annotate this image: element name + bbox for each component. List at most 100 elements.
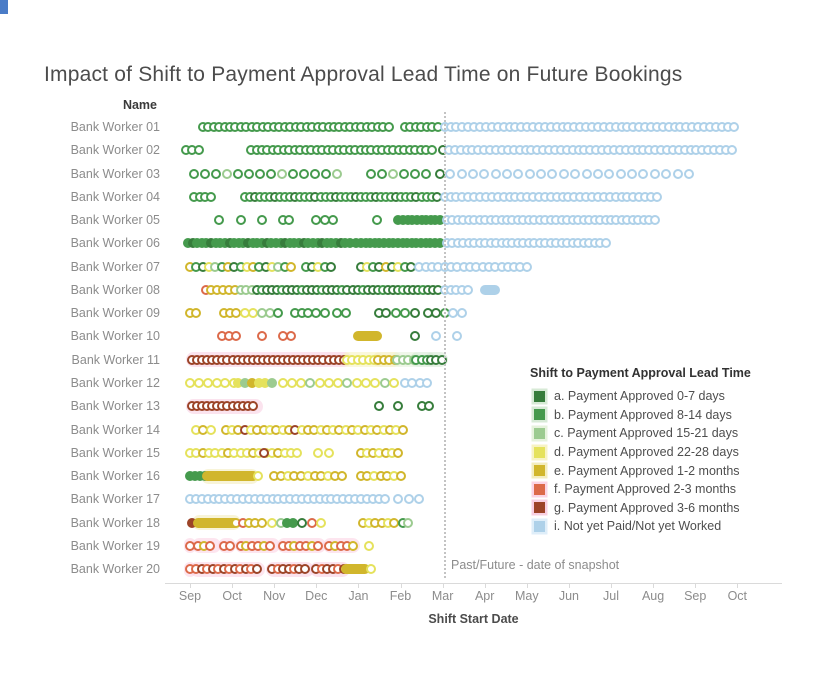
mark-ring: [445, 168, 456, 179]
legend-swatch: [534, 483, 545, 495]
mark-ring: [235, 215, 246, 226]
mark-ring: [333, 377, 344, 388]
legend-item-label: i. Not yet Paid/Not yet Worked: [554, 519, 722, 534]
month-tick-label: Jan: [348, 589, 369, 603]
legend-items: a. Payment Approved 0-7 days b. Payment A…: [530, 387, 820, 536]
mark-ring: [200, 168, 211, 179]
mark-ring: [296, 517, 307, 528]
mark-ring: [726, 145, 737, 156]
axis-tick: [442, 583, 444, 588]
mark-ring: [265, 168, 276, 179]
mark-ring: [351, 377, 362, 388]
worker-row-label: Bank Worker 02: [70, 143, 160, 158]
mark-ring: [479, 168, 490, 179]
mark-pill: [340, 564, 370, 575]
mark-ring: [490, 168, 501, 179]
x-axis-title: Shift Start Date: [428, 612, 519, 626]
mark-ring: [256, 517, 267, 528]
mark-ring: [604, 168, 615, 179]
mark-ring: [521, 261, 532, 272]
month-tick-label: May: [514, 589, 539, 603]
legend-swatch: [534, 390, 545, 402]
mark-ring: [395, 471, 406, 482]
worker-row-label: Bank Worker 09: [70, 306, 160, 321]
mark-ring: [397, 424, 408, 435]
mark-ring: [331, 168, 342, 179]
worker-row-label: Bank Worker 14: [70, 422, 160, 437]
legend-item: c. Payment Approved 15-21 days: [530, 424, 820, 443]
mark-ring: [651, 191, 662, 202]
axis-tick: [695, 583, 697, 588]
mark-ring: [299, 564, 310, 575]
mark-ring: [728, 122, 739, 132]
legend: Shift to Payment Approval Lead Time a. P…: [530, 366, 820, 536]
mark-ring: [214, 215, 225, 226]
mark-ring: [524, 168, 535, 179]
mark-pill: [353, 331, 383, 342]
legend-item: e. Payment Approved 1-2 months: [530, 461, 820, 480]
mark-ring: [298, 168, 309, 179]
axis-tick: [484, 583, 486, 588]
mark-ring: [313, 447, 324, 458]
mark-ring: [222, 168, 233, 179]
mark-ring: [393, 401, 404, 412]
mark-ring: [372, 215, 383, 226]
mark-ring: [286, 331, 297, 342]
axis-tick: [611, 583, 612, 588]
legend-item-label: d. Payment Approved 22-28 days: [554, 445, 739, 460]
mark-ring: [431, 331, 442, 342]
mark-ring: [342, 377, 353, 388]
mark-ring: [570, 168, 581, 179]
mark-ring: [370, 377, 381, 388]
mark-ring: [206, 424, 217, 435]
mark-ring: [256, 215, 267, 226]
mark-ring: [649, 168, 660, 179]
legend-item: d. Payment Approved 22-28 days: [530, 443, 820, 462]
mark-ring: [379, 377, 390, 388]
mark-ring: [189, 168, 200, 179]
worker-row-label: Bank Worker 17: [70, 492, 160, 507]
mark-ring: [379, 494, 390, 505]
mark-ring: [581, 168, 592, 179]
mark-ring: [336, 471, 347, 482]
legend-item-label: c. Payment Approved 15-21 days: [554, 426, 739, 441]
mark-pill: [192, 517, 241, 528]
worker-row-label: Bank Worker 12: [70, 375, 160, 390]
mark-ring: [403, 494, 414, 505]
mark-ring: [296, 377, 307, 388]
month-tick-label: Jun: [558, 589, 579, 603]
axis-tick: [274, 583, 276, 588]
mark-ring: [456, 168, 467, 179]
mark-ring: [224, 540, 235, 551]
mark-ring: [256, 331, 267, 342]
mark-ring: [323, 377, 334, 388]
month-tick-label: Mar: [431, 589, 454, 603]
mark-ring: [393, 494, 404, 505]
legend-item: g. Payment Approved 3-6 months: [530, 499, 820, 518]
mark-ring: [672, 168, 683, 179]
mark-ring: [347, 540, 358, 551]
mark-ring: [243, 168, 254, 179]
month-tick-label: Oct: [727, 589, 748, 603]
mark-ring: [312, 540, 323, 551]
mark-ring: [328, 215, 339, 226]
window-corner-accent: [0, 0, 8, 14]
axis-tick: [568, 583, 570, 588]
mark-ring: [387, 168, 398, 179]
mark-ring: [309, 168, 320, 179]
x-axis-line: [165, 583, 782, 584]
mark-ring: [376, 168, 387, 179]
worker-row-label: Bank Worker 16: [70, 469, 160, 484]
mark-ring: [232, 168, 243, 179]
worker-row-label: Bank Worker 04: [70, 189, 160, 204]
mark-ring: [363, 540, 374, 551]
mark-ring: [409, 168, 420, 179]
mark-ring: [205, 540, 216, 551]
month-tick-label: Dec: [305, 589, 328, 603]
mark-ring: [410, 308, 421, 319]
legend-item: i. Not yet Paid/Not yet Worked: [530, 517, 820, 536]
mark-pill: [479, 284, 501, 295]
mark-ring: [467, 168, 478, 179]
